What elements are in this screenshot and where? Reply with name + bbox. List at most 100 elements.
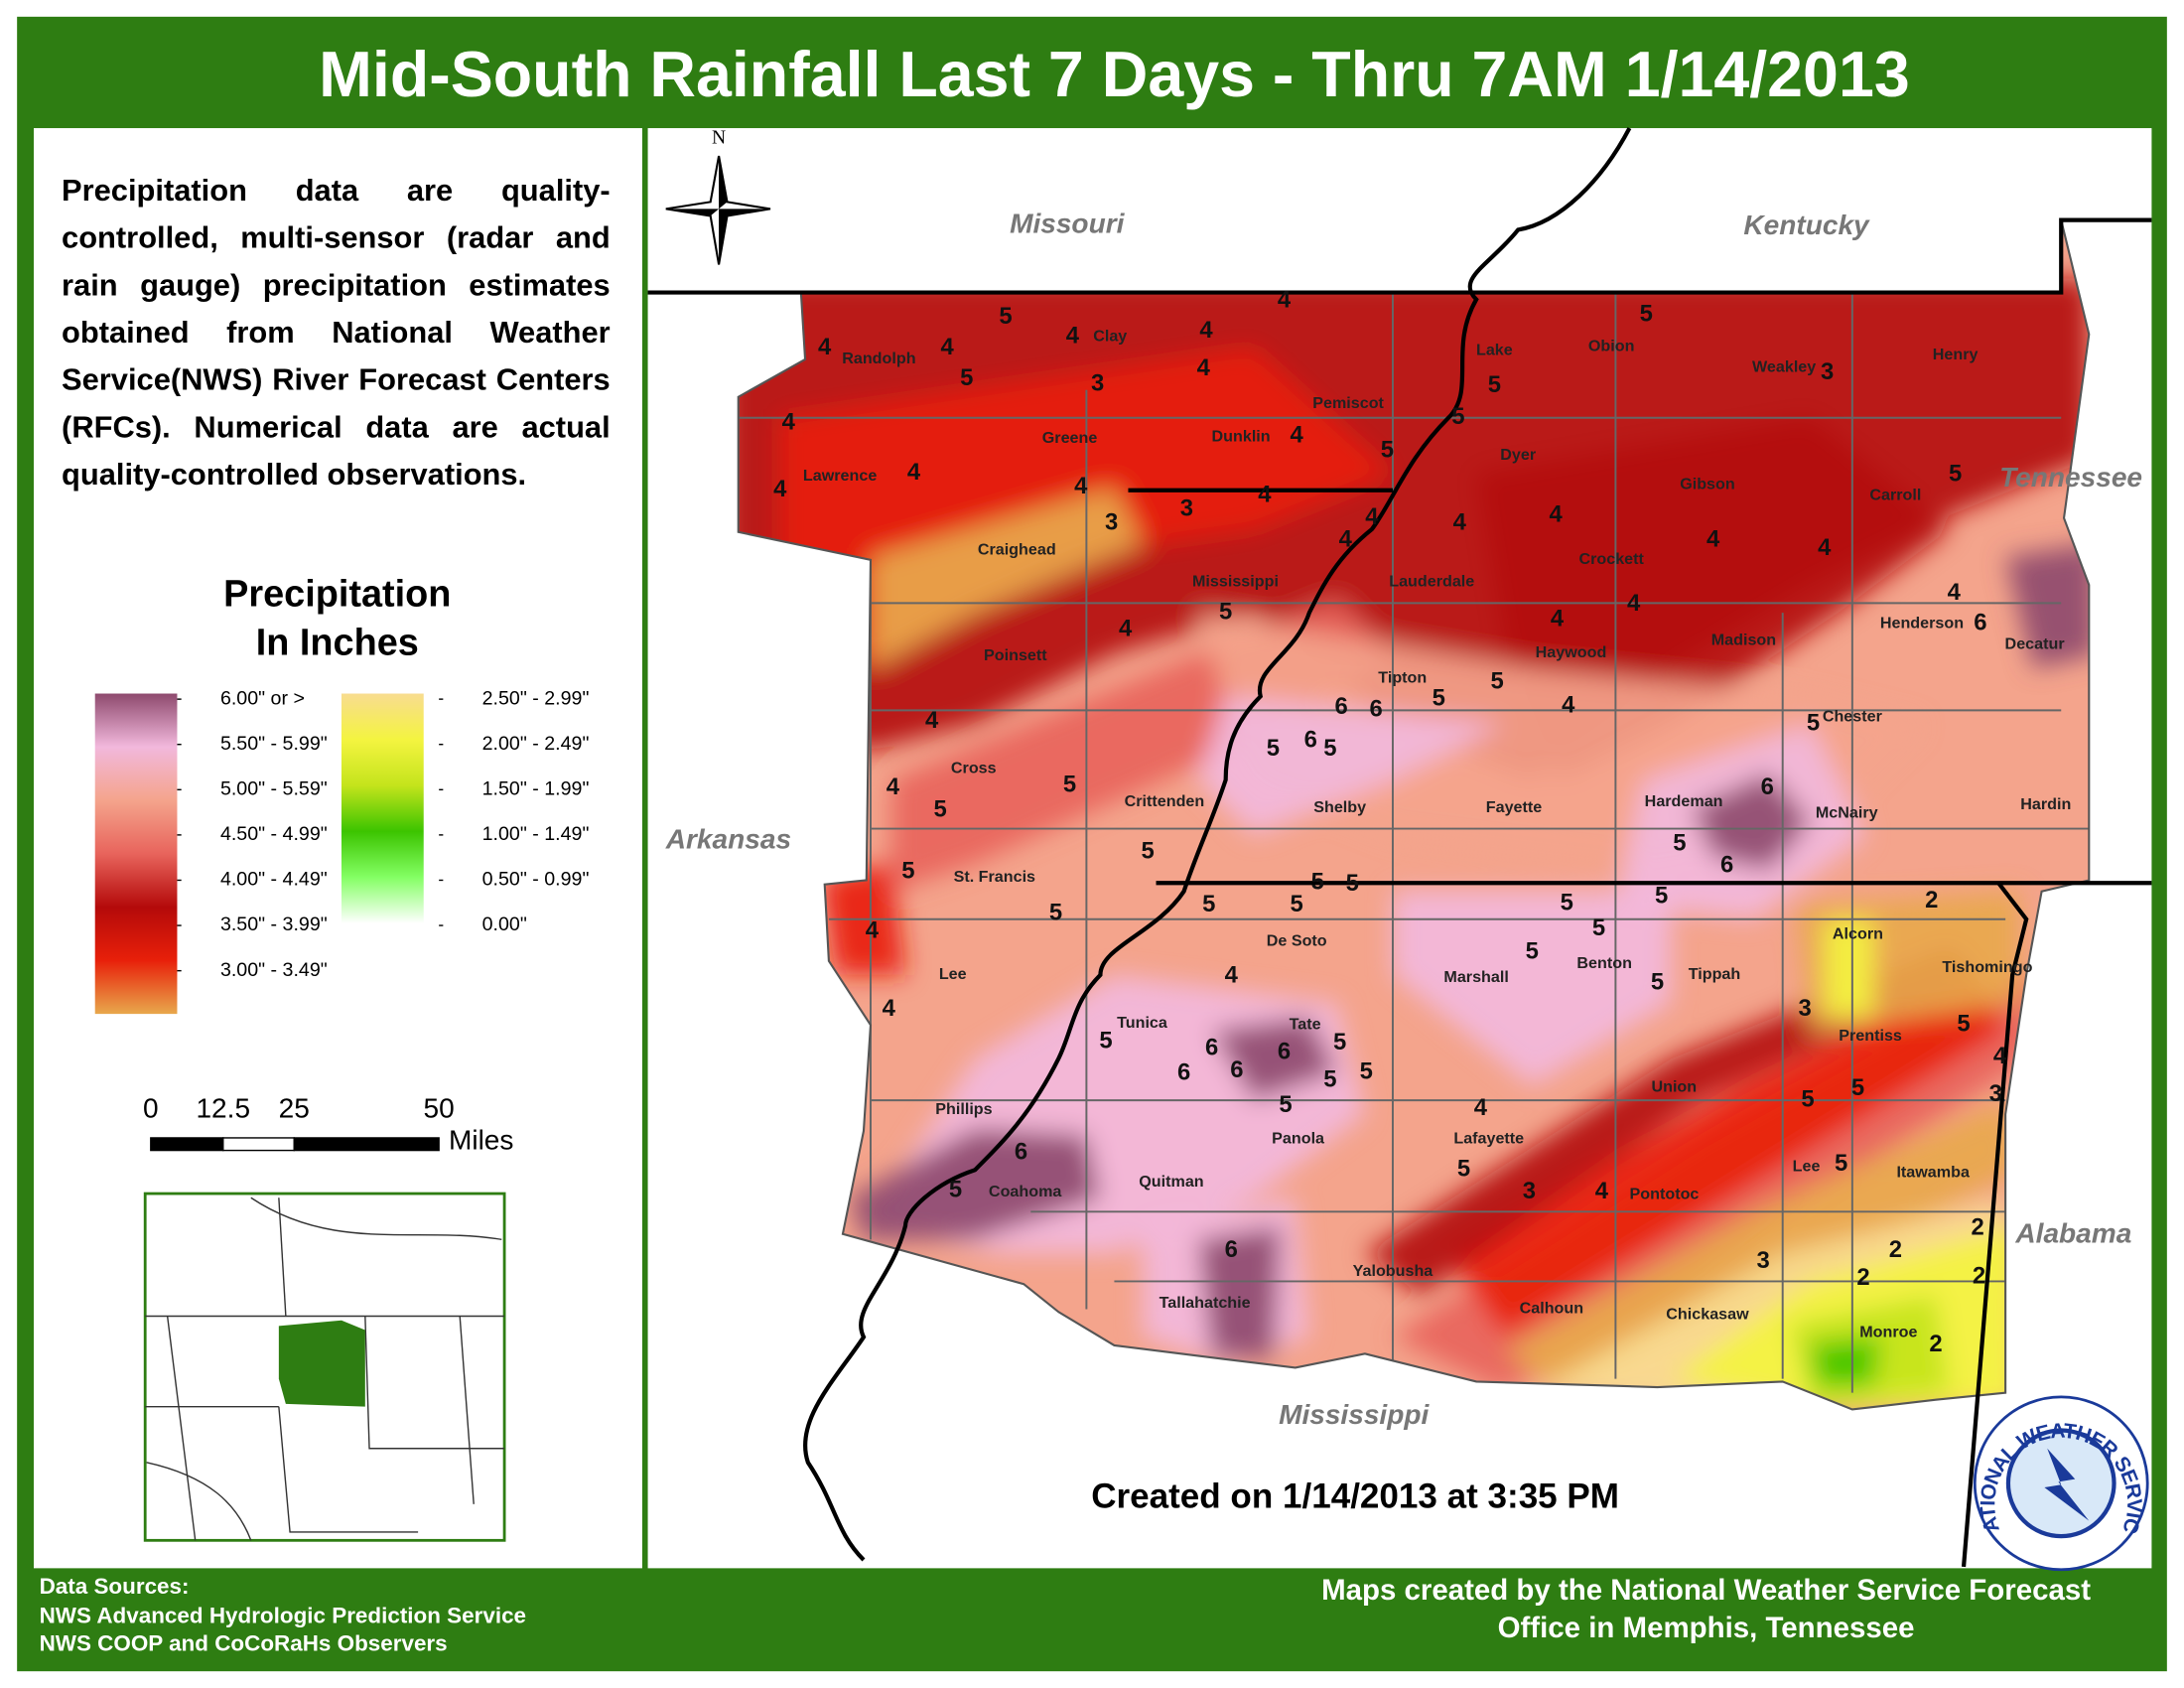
county-label: Shelby bbox=[1313, 798, 1366, 816]
north-arrow-dark bbox=[665, 156, 770, 265]
county-label: Tippah bbox=[1689, 965, 1741, 983]
county-label: Haywood bbox=[1536, 643, 1607, 661]
county-label: Calhoun bbox=[1520, 1300, 1584, 1318]
county-label: Prentiss bbox=[1839, 1027, 1902, 1045]
contour-label: 4 bbox=[887, 774, 900, 800]
state-label: Mississippi bbox=[1279, 1399, 1430, 1430]
county-label: Itawamba bbox=[1896, 1163, 1971, 1181]
contour-label: 6 bbox=[1177, 1059, 1190, 1086]
contour-label: 6 bbox=[1225, 1236, 1238, 1263]
contour-label: 5 bbox=[933, 796, 946, 823]
county-label: Pemiscot bbox=[1312, 394, 1384, 412]
contour-label: 5 bbox=[1851, 1074, 1864, 1101]
rainfall-bands bbox=[738, 278, 2090, 1410]
contour-label: 5 bbox=[1311, 869, 1324, 896]
scale-segment bbox=[293, 1137, 440, 1152]
contour-label: 5 bbox=[1526, 938, 1539, 965]
contour-label: 5 bbox=[1279, 1091, 1292, 1118]
contour-label: 3 bbox=[1180, 495, 1193, 522]
contour-label: 5 bbox=[1381, 437, 1394, 464]
contour-label: 5 bbox=[1488, 371, 1501, 398]
contour-label: 5 bbox=[1949, 461, 1962, 488]
contour-label: 5 bbox=[949, 1177, 962, 1203]
county-label: Tate bbox=[1290, 1016, 1321, 1034]
legend-label: 5.50" - 5.99" bbox=[220, 733, 328, 755]
county-label: Obion bbox=[1588, 338, 1635, 355]
contour-label: 5 bbox=[1457, 1156, 1470, 1183]
contour-label: 2 bbox=[1929, 1331, 1942, 1357]
contour-label: 5 bbox=[1141, 838, 1154, 865]
contour-label: 5 bbox=[1202, 891, 1215, 917]
county-label: Cross bbox=[951, 760, 997, 777]
county-label: Clay bbox=[1093, 328, 1127, 346]
state-label: Arkansas bbox=[665, 824, 791, 855]
contour-label: 5 bbox=[1267, 735, 1280, 762]
county-label: Henderson bbox=[1880, 615, 1964, 633]
contour-label: 4 bbox=[1818, 534, 1832, 561]
title: Mid-South Rainfall Last 7 Days - Thru 7A… bbox=[319, 39, 1910, 110]
contour-label: 5 bbox=[1673, 829, 1686, 856]
county-label: Hardin bbox=[2020, 795, 2071, 813]
county-label: Tallahatchie bbox=[1160, 1294, 1251, 1312]
contour-label: 6 bbox=[1370, 696, 1383, 723]
credit: Office in Memphis, Tennessee bbox=[1498, 1612, 1915, 1644]
contour-label: 4 bbox=[1225, 962, 1239, 989]
county-label: Gibson bbox=[1680, 475, 1735, 492]
legend-label: 6.00" or > bbox=[220, 687, 305, 709]
rainfall-band bbox=[2005, 543, 2090, 669]
legend-label: 3.00" - 3.49" bbox=[220, 959, 328, 981]
county-label: Lafayette bbox=[1453, 1130, 1524, 1148]
rainfall-band bbox=[1810, 1336, 1880, 1386]
contour-label: 5 bbox=[1219, 598, 1232, 625]
county-label: Tipton bbox=[1378, 668, 1427, 686]
contour-label: 4 bbox=[940, 334, 954, 360]
contour-label: 6 bbox=[1974, 610, 1986, 636]
contour-label: 4 bbox=[1453, 509, 1467, 536]
contour-label: 4 bbox=[883, 995, 896, 1022]
rainfall-band bbox=[1824, 918, 1873, 1017]
county-label: Henry bbox=[1933, 346, 1979, 363]
scale-segment bbox=[150, 1137, 224, 1152]
inset-line bbox=[459, 1316, 475, 1504]
rainfall-map bbox=[647, 127, 2152, 1568]
county-label: Dunklin bbox=[1212, 428, 1271, 446]
contour-label: 3 bbox=[1105, 509, 1118, 536]
county-label: Monroe bbox=[1859, 1324, 1917, 1341]
county-label: Crockett bbox=[1578, 550, 1644, 568]
contour-label: 3 bbox=[1821, 358, 1834, 385]
state-label: Alabama bbox=[2014, 1218, 2131, 1249]
contour-label: 4 bbox=[1074, 473, 1088, 499]
contour-label: 6 bbox=[1015, 1139, 1027, 1166]
county-label: Lawrence bbox=[803, 467, 877, 485]
inset-line bbox=[364, 1316, 505, 1450]
county-label: Benton bbox=[1576, 954, 1632, 972]
contour-label: 4 bbox=[1119, 615, 1133, 641]
contour-label: 4 bbox=[866, 917, 880, 944]
scale-tick-label: 12.5 bbox=[196, 1092, 250, 1123]
contour-label: 5 bbox=[1323, 1066, 1336, 1093]
logo-bolt bbox=[2044, 1448, 2090, 1521]
contour-label: 4 bbox=[1627, 590, 1641, 617]
contour-label: 4 bbox=[773, 476, 787, 502]
rainfall-band bbox=[1364, 946, 1979, 1296]
legend-label: 2.50" - 2.99" bbox=[482, 687, 590, 709]
contour-label: 5 bbox=[999, 303, 1012, 330]
contour-label: 2 bbox=[1856, 1264, 1869, 1291]
inset-line bbox=[278, 1406, 419, 1533]
county-label: Lee bbox=[939, 965, 967, 983]
county-label: Lauderdale bbox=[1389, 573, 1474, 591]
county-label: Crittenden bbox=[1125, 792, 1205, 810]
county-label: Carroll bbox=[1869, 487, 1921, 504]
county-label: Coahoma bbox=[989, 1183, 1063, 1200]
contour-label: 5 bbox=[901, 857, 914, 884]
contour-label: 4 bbox=[1365, 503, 1379, 530]
inset-line bbox=[146, 1462, 252, 1541]
contour-label: 5 bbox=[1651, 969, 1664, 996]
contour-label: 5 bbox=[1835, 1150, 1847, 1177]
county-label: Marshall bbox=[1443, 968, 1508, 986]
rainfall-band bbox=[870, 487, 1143, 669]
contour-label: 6 bbox=[1278, 1039, 1291, 1065]
contour-label: 6 bbox=[1334, 693, 1347, 720]
contour-label: 6 bbox=[1720, 852, 1733, 879]
